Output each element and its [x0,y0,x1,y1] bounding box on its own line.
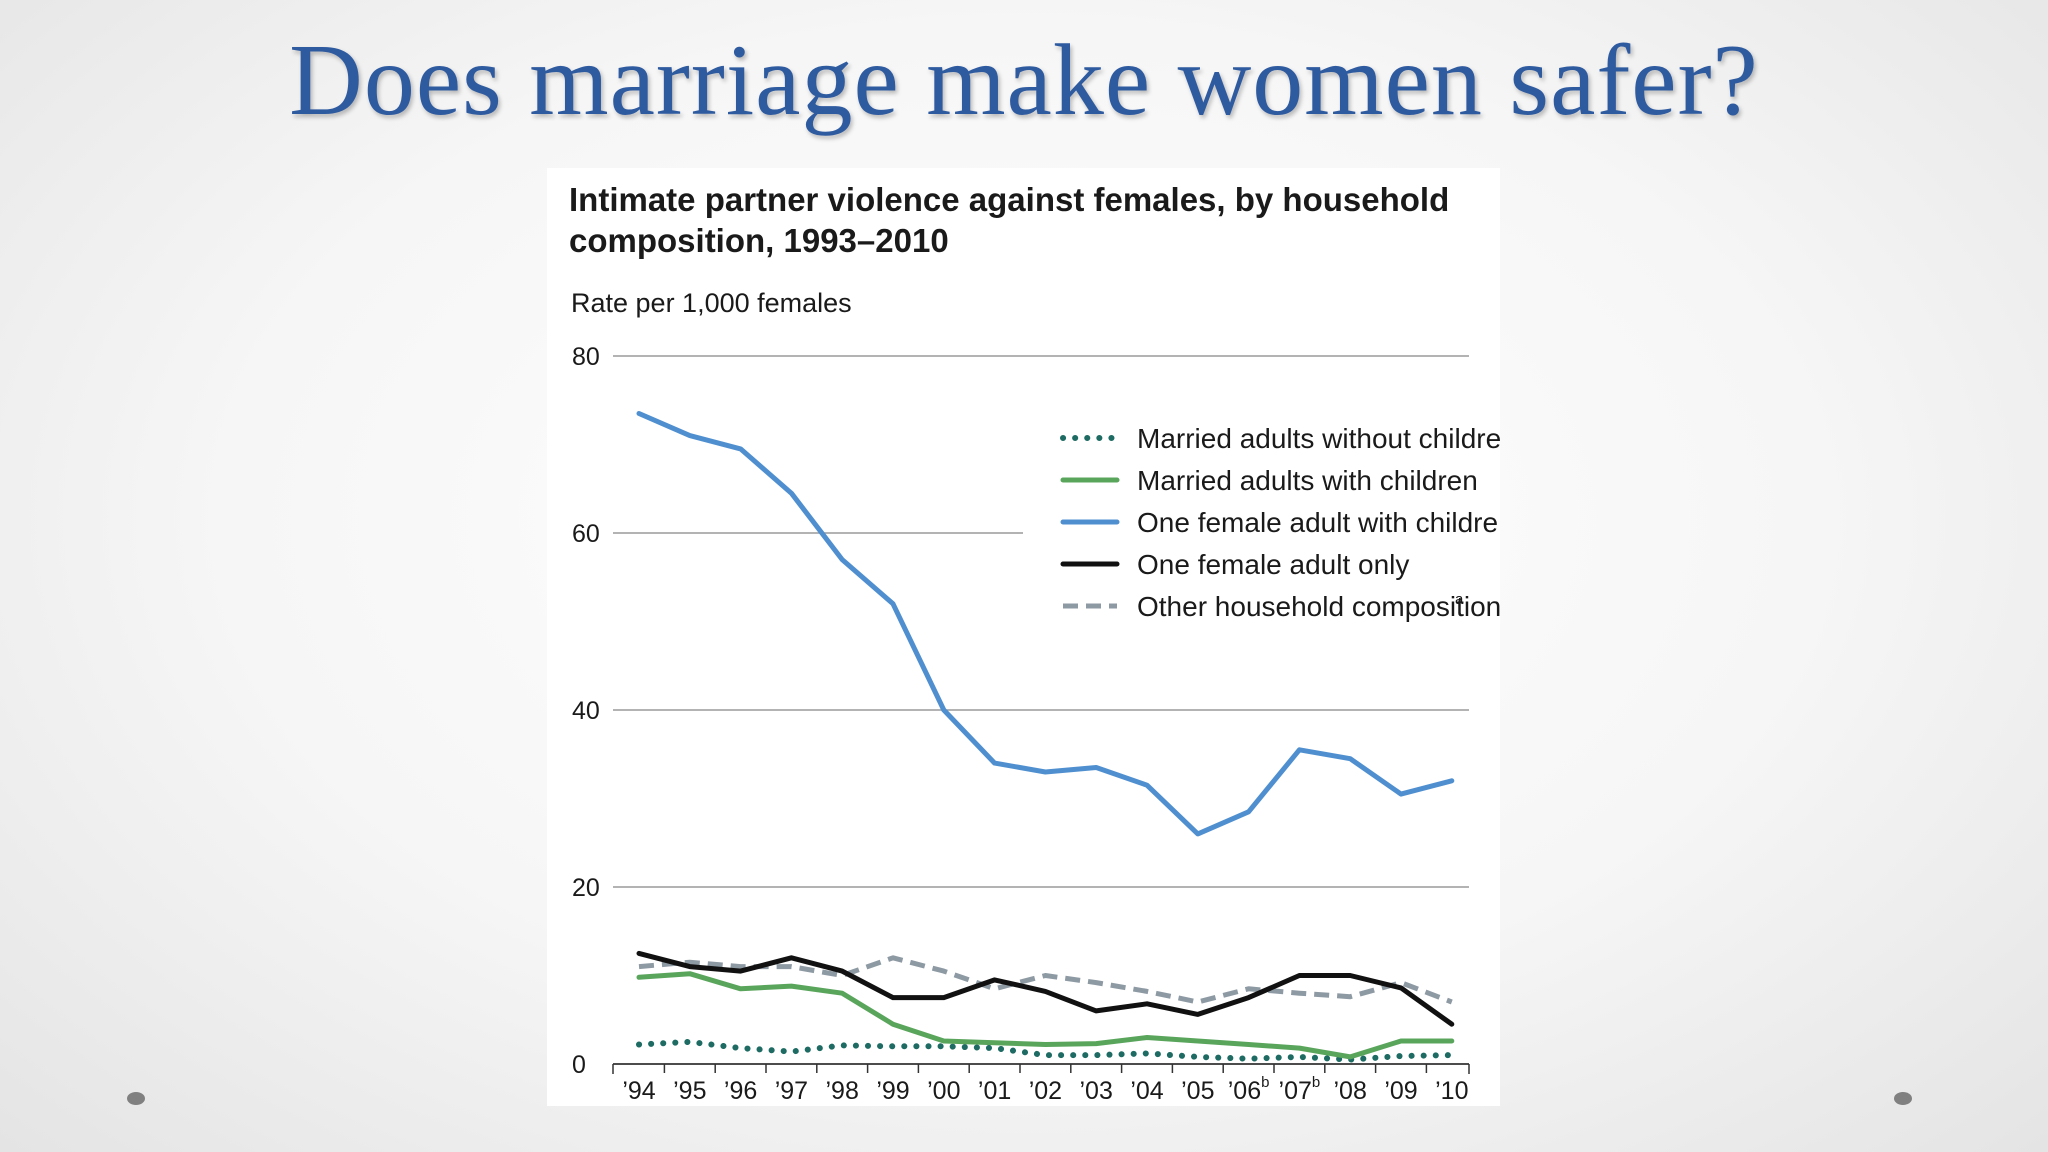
legend-superscript: a [1455,591,1464,608]
x-tick-label: ’04 [1130,1077,1163,1105]
y-tick-label: 40 [572,697,600,725]
x-tick-label: ’02 [1029,1077,1062,1105]
x-tick-label: ’06b [1228,1074,1270,1105]
series-line-married-adults-with-children [636,971,1455,1060]
x-tick-label: ’08 [1334,1077,1367,1105]
legend-entry: One female adult with children [1137,507,1500,538]
series-line-one-female-adult-only [636,950,1455,1027]
y-tick-label: 80 [572,343,600,371]
legend-entry: Married adults without children [1137,423,1500,454]
x-tick-label: ’97 [775,1077,808,1105]
series-line-other-household-composition [638,955,1453,1005]
series-line-one-female-adult-with-children [636,411,1455,837]
y-tick-label: 0 [572,1051,586,1079]
series-line-married-adults-without-children [636,1038,1455,1063]
legend-entry: One female adult only [1137,549,1409,580]
x-tick-label: ’00 [927,1077,960,1105]
x-tick-label: ’01 [978,1077,1011,1105]
chart-title-line: Intimate partner violence against female… [569,181,1449,218]
y-axis-label: Rate per 1,000 females [571,288,852,318]
slide-title: Does marriage make women safer? [289,24,1759,137]
x-tick-label: ’10 [1435,1077,1468,1105]
x-tick-label: ’09 [1384,1077,1417,1105]
chart-title-line: composition, 1993–2010 [569,222,949,259]
line-chart: Intimate partner violence against female… [569,181,1500,1105]
left-bullet-dot [127,1092,145,1105]
right-bullet-dot [1894,1092,1912,1105]
x-tick-label: ’05 [1181,1077,1214,1105]
x-tick-label: ’99 [876,1077,909,1105]
x-tick-label: ’07b [1279,1074,1321,1105]
x-tick-label: ’03 [1080,1077,1113,1105]
y-tick-label: 20 [572,874,600,902]
chart-panel: Intimate partner violence against female… [547,168,1500,1106]
x-tick-label: ’96 [724,1077,757,1105]
x-tick-label: ’94 [622,1077,655,1105]
y-tick-label: 60 [572,520,600,548]
x-tick-label: ’98 [826,1077,859,1105]
x-tick-label: ’95 [673,1077,706,1105]
legend-entry: Married adults with children [1137,465,1478,496]
legend-entry: Other household composition [1137,591,1500,622]
